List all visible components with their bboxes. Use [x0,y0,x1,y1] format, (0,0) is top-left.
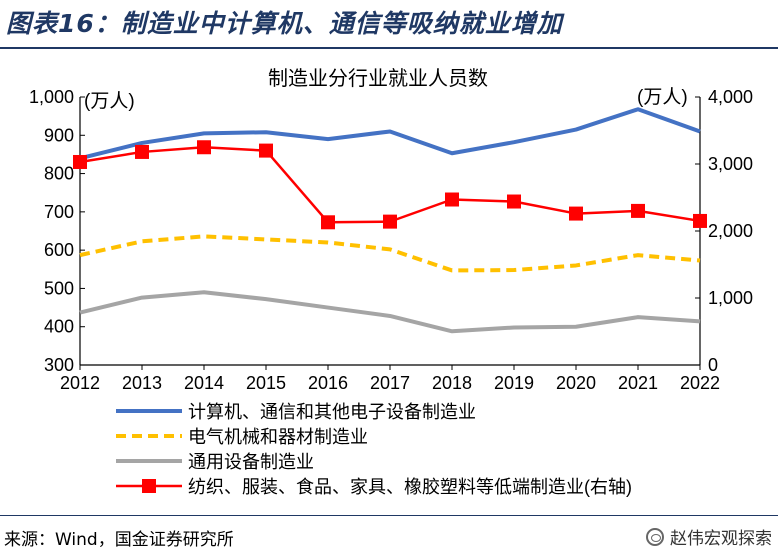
series-point-4 [135,144,149,159]
y-left-tick-label: 500 [44,278,74,298]
legend-label-3: 通用设备制造业 [188,452,314,472]
legend-marker-4 [142,479,156,493]
y-right-unit: (万人) [637,86,688,108]
series-point-4 [321,215,335,230]
y-right-tick-label: 1,000 [708,288,753,308]
y-right-tick-label: 4,000 [708,87,753,107]
series-point-4 [569,206,583,221]
x-tick-label: 2014 [184,373,224,393]
legend-label-2: 电气机械和器材制造业 [188,427,368,447]
series-point-4 [507,194,521,209]
x-tick-label: 2013 [122,373,162,393]
y-left-tick-label: 400 [44,317,74,337]
wechat-icon [646,527,664,546]
x-tick-label: 2022 [680,373,720,393]
series-point-4 [383,214,397,229]
y-left-tick-label: 300 [44,355,74,375]
y-right-tick-label: 3,000 [708,154,753,174]
figure-title: 图表16：制造业中计算机、通信等吸纳就业增加 [6,9,563,38]
legend-label-4: 纺织、服装、食品、家具、橡胶塑料等低端制造业(右轴) [188,477,632,497]
y-left-tick-label: 800 [44,164,74,184]
y-left-tick-label: 600 [44,240,74,260]
series-point-4 [445,192,459,207]
series-line-3 [79,290,701,334]
x-tick-label: 2015 [246,373,286,393]
source-note: 来源：Wind，国金证券研究所 [4,530,234,550]
x-tick-label: 2016 [308,373,348,393]
series-point-4 [693,213,707,228]
y-left-tick-label: 1,000 [29,87,74,107]
y-left-tick-label: 700 [44,202,74,222]
series-point-4 [73,154,87,169]
y-left-tick-label: 900 [44,125,74,145]
x-tick-label: 2019 [494,373,534,393]
watermark-text: 赵伟宏观探索 [670,529,772,549]
watermark: 赵伟宏观探索 [646,524,772,549]
x-tick-label: 2021 [618,373,658,393]
chart: 制造业分行业就业人员数 (万人) (万人) 300 400 500 600 700 800… [29,67,753,497]
series-line-1 [79,107,701,161]
source-divider [0,515,778,516]
series-point-4 [197,140,211,155]
x-tick-label: 2018 [432,373,472,393]
series-line-2 [79,234,701,273]
title-divider [0,47,778,49]
series-point-4 [631,203,645,218]
legend-label-1: 计算机、通信和其他电子设备制造业 [188,402,476,422]
x-tick-label: 2017 [370,373,410,393]
y-left-unit: (万人) [84,90,135,112]
series-line-4 [79,146,701,224]
chart-title: 制造业分行业就业人员数 [268,67,488,90]
series-point-4 [259,143,273,158]
x-tick-label: 2012 [60,373,100,393]
y-right-tick-label: 2,000 [708,221,753,241]
y-right-tick-label: 0 [708,355,718,375]
x-tick-label: 2020 [556,373,596,393]
